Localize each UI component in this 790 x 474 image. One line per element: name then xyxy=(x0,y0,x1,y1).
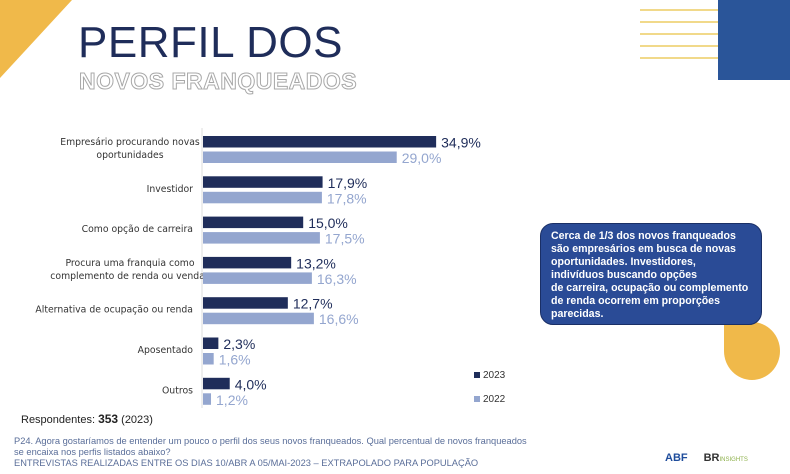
bar-2022 xyxy=(203,272,312,284)
data-label-2023: 17,9% xyxy=(328,175,368,191)
br-insights-logo: BRINSIGHTS xyxy=(703,452,748,464)
category-label: Aposentado xyxy=(138,345,194,356)
bar-2023 xyxy=(203,216,304,229)
decor-line xyxy=(640,57,790,59)
data-label-2022: 29,0% xyxy=(402,150,442,166)
drop-decoration xyxy=(724,322,780,380)
respondents-count: 353 xyxy=(98,412,119,426)
page-title: PERFIL DOS xyxy=(78,18,343,67)
bar-2023 xyxy=(203,337,219,349)
data-label-2023: 12,7% xyxy=(293,296,333,312)
category-label: Outros xyxy=(162,385,193,396)
bar-2023 xyxy=(203,136,437,148)
bar-2023 xyxy=(203,256,292,269)
bar-2022 xyxy=(203,232,320,244)
data-label-2022: 16,3% xyxy=(317,271,357,287)
legend-swatch xyxy=(474,372,480,378)
insight-callout: Cerca de 1/3 dos novos franqueados são e… xyxy=(540,223,762,325)
data-label-2023: 15,0% xyxy=(308,215,348,231)
bar-2022 xyxy=(203,312,314,325)
data-label-2022: 16,6% xyxy=(319,311,359,327)
bar-2022 xyxy=(203,393,212,405)
category-label: Alternativa de ocupação ou renda xyxy=(35,305,193,316)
data-label-2022: 1,6% xyxy=(219,352,251,368)
corner-blue-block xyxy=(718,0,790,80)
bar-2023 xyxy=(203,377,230,390)
bar-2022 xyxy=(203,191,322,204)
abf-logo: ABF xyxy=(665,452,688,464)
legend-label: 2022 xyxy=(483,394,506,405)
legend-label: 2023 xyxy=(483,370,506,381)
corner-decoration xyxy=(0,0,72,78)
survey-question: P24. Agora gostaríamos de entender um po… xyxy=(14,436,527,457)
category-label: Empresário procurando novas oportunidades xyxy=(60,137,200,161)
decor-line xyxy=(640,45,790,47)
data-label-2023: 2,3% xyxy=(223,336,255,352)
decor-line xyxy=(640,33,790,35)
decor-line xyxy=(640,9,790,11)
legend-2022: 2022 xyxy=(474,394,505,405)
page-subtitle: NOVOS FRANQUEADOS xyxy=(78,68,358,95)
category-label: Procura uma franquia como complemento de … xyxy=(50,258,210,282)
data-label-2022: 1,2% xyxy=(216,392,248,408)
category-label: Como opção de carreira xyxy=(82,224,193,235)
logos: ABF BRINSIGHTS xyxy=(665,452,748,464)
methodology-note: ENTREVISTAS REALIZADAS ENTRE OS DIAS 10/… xyxy=(14,458,479,468)
bar-2022 xyxy=(203,353,214,365)
category-label: Investidor xyxy=(147,184,194,195)
legend-swatch xyxy=(474,396,480,402)
data-label-2022: 17,8% xyxy=(327,190,367,206)
data-label-2022: 17,5% xyxy=(325,231,365,247)
bar-chart: Empresário procurando novas oportunidades… xyxy=(0,128,530,408)
legend-2023: 2023 xyxy=(474,370,505,381)
data-label-2023: 13,2% xyxy=(296,255,336,271)
data-label-2023: 4,0% xyxy=(235,376,267,392)
respondents: Respondentes: 353 (2023) xyxy=(21,412,153,426)
chart-svg: Empresário procurando novas oportunidades… xyxy=(35,128,481,408)
bar-2022 xyxy=(203,151,397,163)
decor-line xyxy=(640,21,790,23)
bar-2023 xyxy=(203,176,323,188)
data-label-2023: 34,9% xyxy=(441,135,481,151)
footer: P24. Agora gostaríamos de entender um po… xyxy=(14,436,534,469)
callout-text: Cerca de 1/3 dos novos franqueados são e… xyxy=(551,230,749,320)
respondents-year: (2023) xyxy=(121,414,153,426)
respondents-label: Respondentes: xyxy=(21,414,95,426)
bar-2023 xyxy=(203,297,288,309)
